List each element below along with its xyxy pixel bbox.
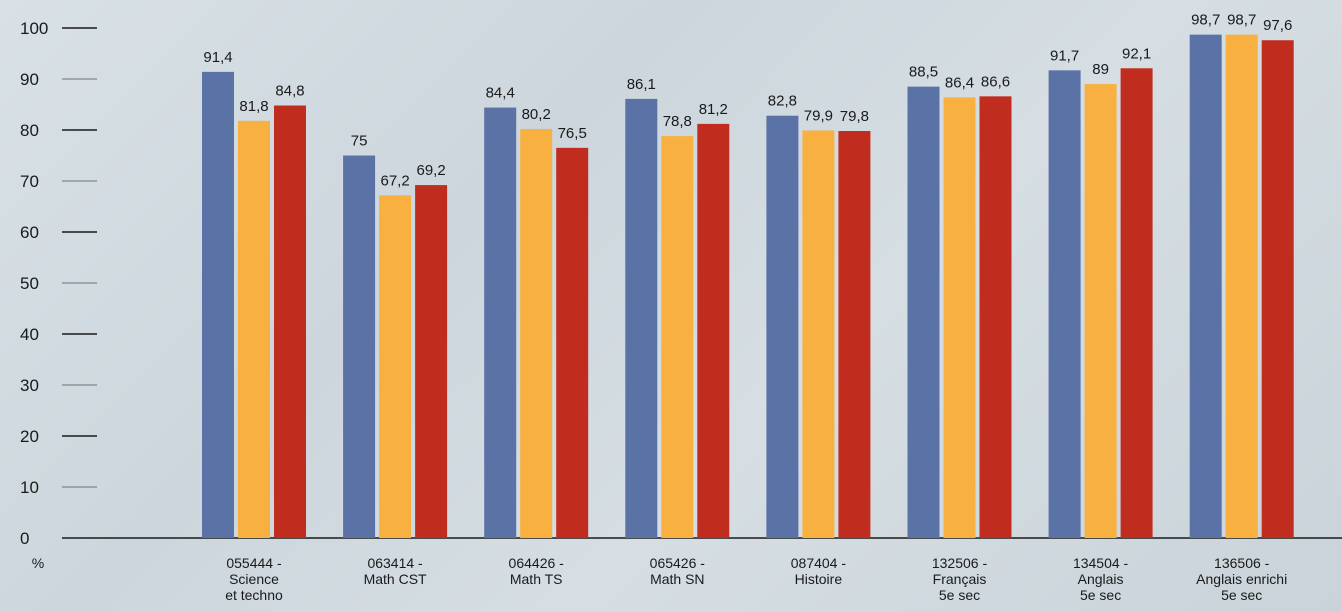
- x-category-label: et techno: [225, 587, 283, 603]
- bar: [1048, 70, 1081, 538]
- bars: [202, 34, 1294, 539]
- data-label: 81,2: [699, 101, 728, 118]
- x-category-label: 065426 -: [650, 555, 706, 571]
- x-category-label: 136506 -: [1214, 555, 1270, 571]
- data-label: 81,8: [239, 98, 268, 115]
- x-category-label: 132506 -: [932, 555, 988, 571]
- bar: [943, 97, 976, 539]
- x-category-label: 087404 -: [791, 555, 847, 571]
- bar: [274, 105, 306, 539]
- y-tick-label: 60: [20, 223, 39, 242]
- bar: [484, 107, 517, 538]
- x-category-label: 5e sec: [1221, 587, 1262, 603]
- data-label: 80,2: [522, 106, 551, 123]
- data-label: 97,6: [1263, 17, 1292, 34]
- data-label: 79,9: [804, 108, 833, 125]
- bar: [238, 120, 270, 538]
- data-label: 84,8: [275, 83, 304, 100]
- bar: [1261, 40, 1294, 539]
- bar: [697, 123, 730, 538]
- bar: [625, 98, 658, 538]
- bar: [766, 115, 799, 538]
- bar: [202, 71, 234, 539]
- x-category-label: 064426 -: [509, 555, 565, 571]
- data-label: 98,7: [1227, 12, 1256, 29]
- bar: [343, 155, 376, 538]
- x-category-label: 055444 -: [226, 555, 282, 571]
- x-category-label: Français: [933, 571, 987, 587]
- data-label: 76,5: [558, 125, 587, 142]
- data-label: 91,7: [1050, 47, 1079, 64]
- bar: [379, 195, 412, 538]
- data-label: 67,2: [380, 172, 409, 189]
- x-category-label: Math TS: [510, 571, 563, 587]
- x-category-label: Histoire: [795, 571, 843, 587]
- bar: [1084, 84, 1117, 538]
- x-category-label: 063414 -: [367, 555, 423, 571]
- bar: [415, 185, 448, 538]
- y-tick-label: 40: [20, 325, 39, 344]
- bar: [907, 86, 940, 539]
- y-tick-label: 50: [20, 274, 39, 293]
- y-tick-label: 70: [20, 172, 39, 191]
- data-label: 69,2: [416, 162, 445, 179]
- x-category-label: 5e sec: [939, 587, 980, 603]
- data-label: 82,8: [768, 93, 797, 110]
- y-tick-label: 80: [20, 121, 39, 140]
- data-label: 86,4: [945, 74, 974, 91]
- data-label: 79,8: [840, 108, 869, 125]
- data-label: 89: [1092, 61, 1109, 78]
- x-category-label: Anglais enrichi: [1196, 571, 1287, 587]
- data-label: 78,8: [663, 113, 692, 130]
- y-tick-label: 30: [20, 376, 39, 395]
- x-category-label: 5e sec: [1080, 587, 1121, 603]
- bar: [1120, 68, 1153, 538]
- y-tick-label: 100: [20, 19, 48, 38]
- x-category-label: Math CST: [364, 571, 427, 587]
- y-tick-label: 10: [20, 478, 39, 497]
- data-label: 98,7: [1191, 12, 1220, 29]
- data-label: 91,4: [203, 49, 232, 66]
- bar: [1225, 34, 1258, 538]
- x-category-label: Science: [229, 571, 279, 587]
- data-label: 92,1: [1122, 45, 1151, 62]
- data-labels: 91,4 81,8 84,8 75 67,2 69,2 84,4 80,2 76,5 86,1 78…: [203, 12, 1292, 190]
- data-label: 86,1: [627, 76, 656, 93]
- data-label: 84,4: [486, 85, 515, 102]
- y-tick-label: 90: [20, 70, 39, 89]
- data-label: 88,5: [909, 64, 938, 81]
- data-label: 86,6: [981, 73, 1010, 90]
- bar: [979, 96, 1012, 538]
- y-axis-unit-label: %: [32, 555, 44, 571]
- data-label: 75: [351, 133, 368, 150]
- bar: [520, 128, 553, 539]
- x-category-label: Math SN: [650, 571, 704, 587]
- x-category-label: Anglais: [1078, 571, 1124, 587]
- y-tick-label: 0: [20, 529, 29, 548]
- bar: [661, 136, 694, 538]
- y-tick-label: 20: [20, 427, 39, 446]
- bar: [802, 130, 835, 538]
- bar: [556, 147, 589, 538]
- bar: [1189, 34, 1222, 538]
- x-category-label: 134504 -: [1073, 555, 1129, 571]
- bar: [838, 131, 871, 538]
